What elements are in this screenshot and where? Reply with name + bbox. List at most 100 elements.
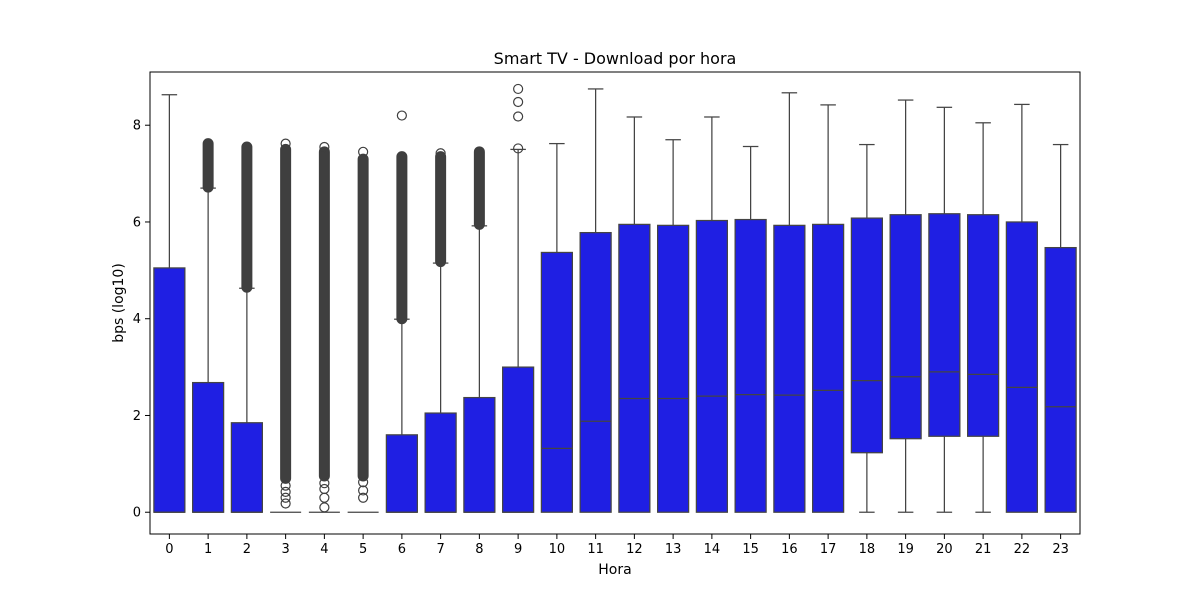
box-body <box>618 223 651 513</box>
outliers-hour-6 <box>396 110 408 325</box>
box-hour-1 <box>192 187 225 513</box>
outlier-point <box>358 492 369 503</box>
box-hour-0 <box>153 94 186 513</box>
box-hour-23 <box>1044 143 1077 513</box>
y-axis-label: bps (log10) <box>111 263 127 343</box>
box-body <box>424 412 457 513</box>
box-body <box>850 217 883 454</box>
box-hour-17 <box>812 104 845 513</box>
x-tick-label: 8 <box>475 542 483 557</box>
box-body <box>657 224 690 513</box>
box-hour-7 <box>424 262 457 513</box>
outlier-cluster <box>280 143 292 484</box>
outlier-cluster <box>396 151 408 325</box>
x-tick-label: 23 <box>1052 542 1069 557</box>
y-tick-label: 8 <box>133 119 141 134</box>
y-tick-label: 6 <box>133 215 141 230</box>
box-body <box>928 213 961 437</box>
y-axis: 0 2 4 6 8 <box>133 119 150 521</box>
outliers-hour-7 <box>435 148 447 268</box>
plot-area <box>153 83 1077 513</box>
chart-title: Smart TV - Download por hora <box>494 49 737 68</box>
outlier-point <box>319 492 330 503</box>
x-axis-label: Hora <box>598 562 631 578</box>
box-hour-15 <box>734 145 767 513</box>
x-tick-label: 0 <box>165 542 173 557</box>
box-body <box>812 223 845 513</box>
box-body <box>889 214 922 440</box>
box-body <box>230 422 263 513</box>
x-tick-label: 20 <box>936 542 953 557</box>
x-tick-label: 19 <box>897 542 914 557</box>
y-tick-label: 2 <box>133 409 141 424</box>
box-hour-21 <box>967 122 1000 513</box>
outliers-hour-5 <box>357 146 369 503</box>
box-body <box>540 251 573 513</box>
box-body <box>967 214 1000 437</box>
outlier-point <box>280 498 291 509</box>
box-body <box>385 434 418 513</box>
box-hour-8 <box>463 225 496 513</box>
outlier-cluster <box>241 141 253 293</box>
outlier-point <box>319 478 330 489</box>
outlier-point <box>513 143 524 154</box>
box-body <box>502 366 535 513</box>
box-hour-6 <box>385 318 418 513</box>
x-tick-label: 2 <box>243 542 251 557</box>
outlier-point <box>513 96 524 108</box>
box-body <box>153 267 186 513</box>
x-tick-label: 22 <box>1014 542 1031 557</box>
outliers-hour-1 <box>202 138 214 193</box>
outlier-cluster <box>202 138 214 193</box>
box-hour-18 <box>850 143 883 513</box>
box-hour-22 <box>1005 103 1038 513</box>
box-hour-13 <box>657 139 690 513</box>
x-tick-label: 4 <box>320 542 328 557</box>
plot-frame <box>149 71 1081 535</box>
x-tick-label: 11 <box>587 542 604 557</box>
box-body <box>1005 221 1038 513</box>
outliers-hour-2 <box>241 141 253 293</box>
x-tick-label: 1 <box>204 542 212 557</box>
box-hour-19 <box>889 99 922 513</box>
outlier-point <box>319 483 330 495</box>
box-body <box>579 231 612 513</box>
outliers-hour-3 <box>280 138 292 509</box>
outlier-cluster <box>473 146 485 230</box>
x-tick-label: 14 <box>704 542 721 557</box>
x-tick-label: 9 <box>514 542 522 557</box>
box-hour-2 <box>230 287 263 513</box>
box-body <box>463 396 496 513</box>
outlier-cluster <box>435 151 447 268</box>
x-tick-label: 10 <box>549 542 566 557</box>
x-tick-label: 12 <box>626 542 643 557</box>
outlier-cluster <box>318 146 330 482</box>
outlier-point <box>280 492 291 503</box>
box-body <box>773 224 806 513</box>
box-hour-14 <box>695 116 728 513</box>
x-axis: 0 1 2 3 4 5 6 7 8 9 10 11 12 13 14 15 16 17 18 19 20 21 22 23 <box>165 534 1069 557</box>
outlier-point <box>358 477 369 488</box>
box-body <box>695 219 728 513</box>
x-tick-label: 3 <box>281 542 289 557</box>
box-hour-11 <box>579 88 612 513</box>
x-tick-label: 15 <box>742 542 759 557</box>
box-body <box>1044 246 1077 513</box>
outlier-cluster <box>357 153 369 482</box>
outliers-hour-9 <box>513 83 524 154</box>
outlier-point <box>358 146 369 157</box>
outlier-point <box>280 486 291 498</box>
outlier-point <box>513 111 524 122</box>
box-hour-16 <box>773 92 806 513</box>
box-hour-10 <box>540 142 573 513</box>
x-tick-label: 16 <box>781 542 798 557</box>
x-tick-label: 18 <box>859 542 876 557</box>
outlier-point <box>396 110 407 121</box>
outlier-point <box>358 485 369 496</box>
box-hour-9 <box>502 148 535 513</box>
outlier-point <box>319 141 330 153</box>
x-tick-label: 5 <box>359 542 367 557</box>
outlier-point <box>280 138 291 149</box>
